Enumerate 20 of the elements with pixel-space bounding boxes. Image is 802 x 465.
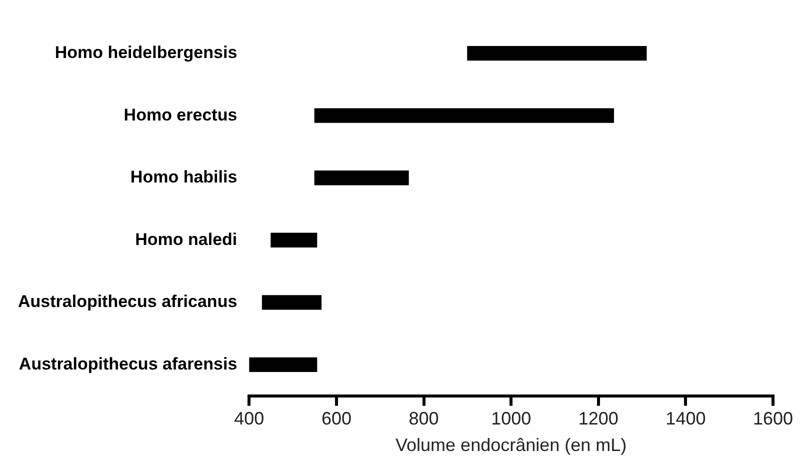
x-axis-title: Volume endocrânien (en mL) <box>396 435 627 456</box>
x-tick-label: 1000 <box>491 408 532 429</box>
y-tick-label: Homo heidelbergensis <box>54 43 238 62</box>
y-tick-label: Australopithecus africanus <box>18 292 238 312</box>
x-tick-label: 1200 <box>578 408 618 429</box>
x-tick-label: 1600 <box>752 408 794 429</box>
y-tick-label: Homo habilis <box>130 168 238 187</box>
bar <box>262 295 322 310</box>
y-tick-label: Australopithecus afarensis <box>18 354 238 374</box>
bar <box>467 46 647 61</box>
bar <box>314 108 614 123</box>
bar <box>270 232 318 248</box>
x-tick-label: 400 <box>234 408 264 429</box>
bar <box>249 357 318 372</box>
x-tick-label: 1400 <box>666 408 706 429</box>
x-tick-label: 600 <box>321 408 352 429</box>
bar <box>314 170 409 186</box>
x-tick-label: 800 <box>408 408 439 429</box>
y-tick-label: Homo erectus <box>124 105 238 124</box>
y-tick-label: Homo naledi <box>135 230 238 249</box>
